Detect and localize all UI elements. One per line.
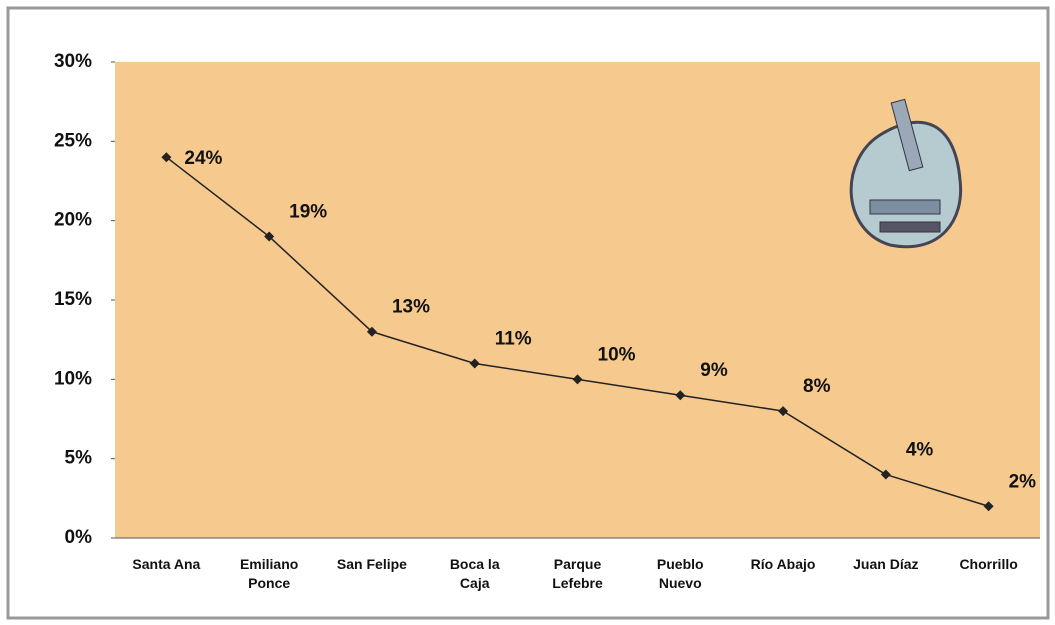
value-label: 9% (700, 360, 728, 381)
value-label: 24% (184, 148, 222, 169)
value-label: 19% (289, 202, 327, 223)
y-tick-label: 15% (54, 289, 92, 310)
y-tick-label: 10% (54, 368, 92, 389)
x-tick-label: Boca la Caja (449, 556, 500, 591)
point (161, 152, 172, 163)
x-tick-label: Juan Díaz (853, 556, 919, 572)
point (675, 390, 686, 401)
value-label: 8% (803, 376, 831, 397)
x-tick-label: Parque Lefebre (552, 556, 603, 591)
point (264, 231, 275, 242)
x-tick-label: Chorrillo (959, 556, 1018, 572)
value-label: 13% (392, 297, 430, 318)
y-tick-label: 20% (54, 210, 92, 231)
point (880, 469, 891, 480)
microscope-icon (849, 98, 963, 249)
value-label: 11% (495, 328, 532, 349)
value-label: 2% (1009, 471, 1037, 492)
x-tick-label: Emiliano Ponce (239, 556, 299, 591)
point (983, 501, 994, 512)
y-tick-label: 25% (54, 130, 92, 151)
value-label: 10% (598, 344, 636, 365)
x-tick-label: Río Abajo (750, 556, 816, 572)
y-tick-label: 5% (65, 448, 93, 469)
y-tick-label: 0% (65, 527, 93, 548)
point (572, 374, 583, 385)
point (469, 358, 480, 369)
point (366, 326, 377, 337)
x-tick-label: Pueblo Nuevo (656, 556, 704, 591)
value-label: 4% (906, 440, 934, 461)
point (778, 406, 789, 417)
y-tick-label: 30% (54, 51, 92, 72)
x-tick-label: San Felipe (336, 556, 407, 572)
x-tick-label: Santa Ana (132, 556, 201, 572)
